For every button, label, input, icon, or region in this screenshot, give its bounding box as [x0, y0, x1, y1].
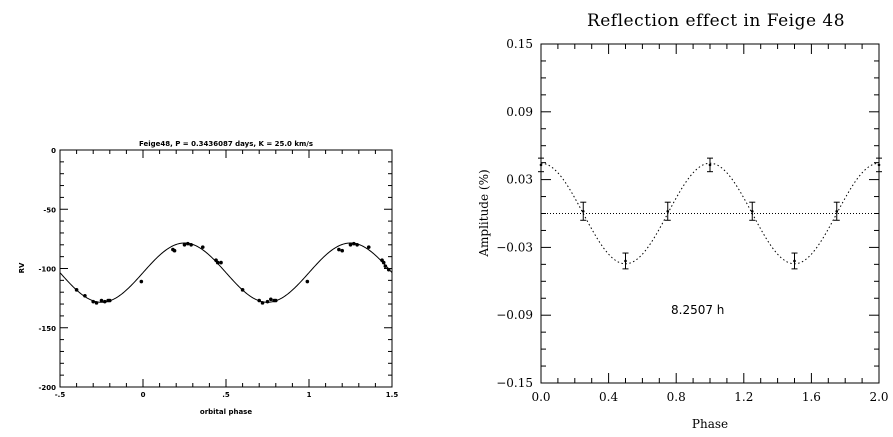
right-data-point — [793, 259, 796, 263]
right-annotation: 8.2507 h — [671, 303, 724, 317]
left-plot-frame — [59, 149, 393, 388]
left-x-tick-label: -.5 — [55, 391, 66, 399]
right-chart: Reflection effect in Feige 48 Phase Ampl… — [477, 11, 889, 431]
left-data-point — [94, 301, 99, 305]
left-data-point — [305, 279, 310, 284]
right-ticks — [540, 43, 880, 384]
right-data-point — [539, 163, 543, 167]
left-data-point — [219, 260, 223, 265]
right-data-point — [666, 209, 670, 213]
left-data-point — [240, 288, 245, 292]
left-data-point — [172, 248, 177, 253]
right-x-tick-label: 1.2 — [734, 390, 753, 404]
left-data-point — [386, 267, 391, 272]
left-data-point — [257, 298, 262, 303]
right-y-tick-label: 0.09 — [506, 105, 533, 119]
right-chart-title: Reflection effect in Feige 48 — [587, 11, 845, 31]
left-data-point — [91, 299, 95, 304]
right-y-axis-label: Amplitude (%) — [477, 169, 491, 257]
right-x-tick-label: 0.0 — [531, 390, 550, 404]
left-y-axis-label: RV — [18, 262, 26, 273]
left-model-curve — [59, 242, 393, 303]
left-data-point — [215, 260, 220, 265]
right-data-point — [835, 209, 839, 213]
right-x-axis-label: Phase — [692, 417, 728, 431]
left-y-tick-label: -100 — [38, 266, 56, 274]
left-data-point — [182, 243, 187, 247]
left-tick-labels: -.5 0 .5 1 1.5 -200 -150 -100 -50 0 — [38, 147, 398, 399]
left-data-point — [265, 299, 270, 304]
left-data-point — [83, 293, 87, 298]
right-x-tick-label: 1.6 — [802, 390, 821, 404]
left-data-point — [383, 264, 388, 268]
left-data-point — [186, 241, 190, 246]
left-chart: Feige48, P = 0.3436087 days, K = 25.0 km… — [18, 140, 398, 416]
left-x-tick-label: 1 — [307, 391, 312, 399]
right-y-tick-label: −0.09 — [496, 308, 533, 322]
right-data-points — [538, 157, 882, 270]
left-data-point — [260, 301, 265, 305]
right-x-tick-label: 2.0 — [869, 390, 888, 404]
left-data-point — [108, 298, 112, 303]
left-x-tick-label: .5 — [222, 391, 230, 399]
left-x-axis-label: orbital phase — [200, 408, 252, 416]
right-y-tick-label: −0.15 — [496, 376, 533, 390]
right-x-tick-label: 0.8 — [667, 390, 686, 404]
left-y-tick-label: -150 — [38, 325, 56, 333]
right-y-tick-label: −0.03 — [496, 240, 533, 254]
right-data-point — [624, 259, 627, 263]
left-data-points — [74, 241, 391, 305]
left-x-tick-label: 0 — [141, 391, 146, 399]
left-data-point — [200, 245, 205, 249]
left-data-point — [139, 279, 144, 284]
left-chart-title: Feige48, P = 0.3436087 days, K = 25.0 km… — [139, 140, 313, 148]
left-data-point — [340, 248, 345, 253]
left-data-point — [274, 298, 278, 303]
right-y-tick-label: 0.03 — [506, 173, 533, 187]
left-data-point — [366, 245, 371, 249]
left-y-tick-label: 0 — [51, 147, 56, 155]
right-y-tick-label: 0.15 — [506, 37, 533, 51]
left-data-point — [352, 241, 356, 246]
right-data-point — [750, 209, 754, 213]
right-x-tick-label: 0.4 — [599, 390, 618, 404]
left-data-point — [337, 247, 341, 252]
left-x-tick-label: 1.5 — [386, 391, 399, 399]
left-data-point — [381, 260, 386, 265]
left-data-point — [99, 298, 104, 303]
left-y-tick-label: -50 — [43, 206, 56, 214]
left-y-tick-label: -200 — [38, 384, 56, 392]
left-data-point — [348, 243, 353, 247]
left-data-point — [103, 299, 107, 304]
left-data-point — [189, 243, 193, 247]
right-data-point — [877, 163, 881, 167]
left-ticks — [59, 149, 393, 388]
left-data-point — [74, 288, 79, 292]
right-tick-labels: 0.0 0.4 0.8 1.2 1.6 2.0 −0.15 −0.09 −0.03 0.03 0.0… — [496, 37, 888, 404]
right-data-point — [708, 163, 712, 167]
right-data-point — [581, 209, 585, 213]
left-data-point — [355, 243, 359, 247]
left-data-point — [269, 297, 273, 302]
